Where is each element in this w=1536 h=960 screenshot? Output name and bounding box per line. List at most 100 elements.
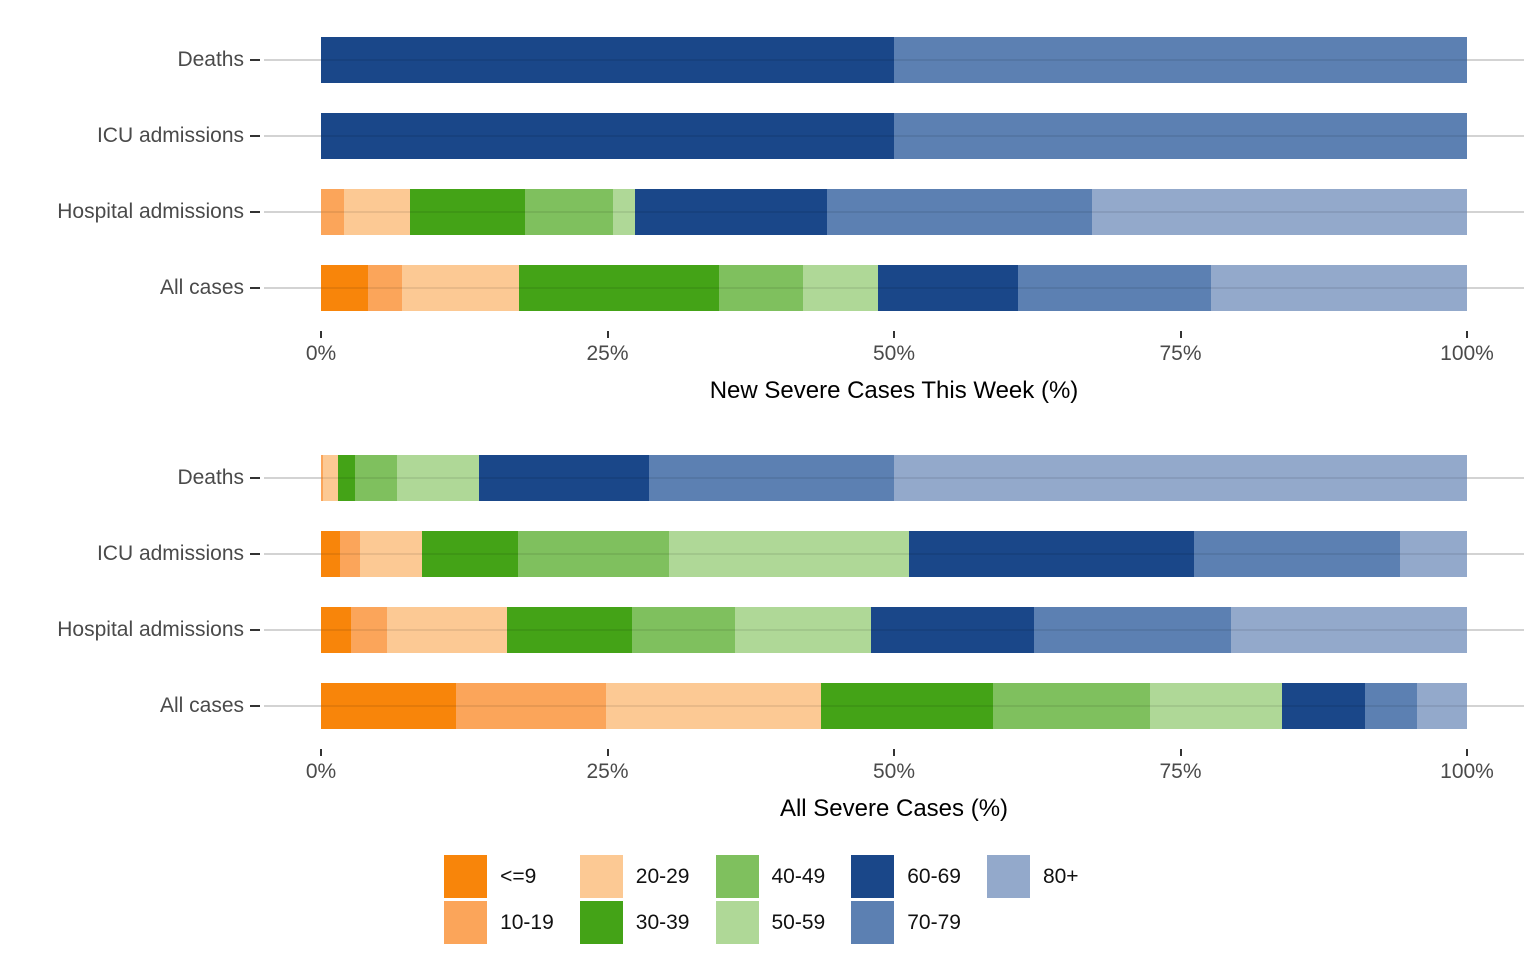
legend-swatch [579,901,623,944]
legend-item: 10-19 [444,901,554,944]
top-chart-x-axis: New Severe Cases This Week (%) 0% 25% 50% 7… [306,331,1494,411]
panel [264,98,1524,174]
y-axis-tick [250,135,260,137]
bar-segment-10-19 [367,265,403,311]
legend-item: 70-79 [851,901,961,944]
bar-segment-40-49 [524,189,614,235]
y-axis-label: All cases [159,276,244,300]
top-chart-x-axis-title: New Severe Cases This Week (%) [709,377,1079,404]
legend-swatch [986,855,1030,898]
bar-segment-30-39 [820,683,993,729]
bar-segment-50-59 [669,531,909,577]
y-axis-label: Hospital admissions [57,200,244,224]
legend-swatch [715,855,759,898]
bar-segment-70-79 [1364,683,1417,729]
x-axis-tick-label: 100% [1440,760,1494,783]
legend-label: 30-39 [635,910,690,934]
bar-segment-60-69 [871,607,1034,653]
stacked-bar [321,455,1467,501]
bar-segment-60-69 [479,455,649,501]
x-axis-tick [320,749,322,756]
stacked-bar [321,113,1467,159]
y-axis-tick [250,211,260,213]
bar-segment-20-29 [402,265,520,311]
legend-label: 20-29 [635,864,690,888]
bar-segment-70-79 [827,189,1093,235]
y-axis-tick [250,287,260,289]
bar-row: Deaths [0,22,1536,98]
y-axis-label: Deaths [177,48,244,72]
bar-segment-40-49 [631,607,735,653]
bar-segment-50-59 [803,265,878,311]
legend-item: 60-69 [851,855,961,898]
bar-segment-20-29 [343,189,411,235]
stacked-bar [321,683,1467,729]
bar-row: ICU admissions [0,516,1536,592]
legend-label: 10-19 [500,910,554,934]
legend-label: <=9 [500,864,537,888]
panel [264,174,1524,250]
bar-segment-40-49 [355,455,397,501]
bar-segment-70-79 [1033,607,1231,653]
bar-segment-40-49 [518,531,670,577]
bar-segment-40-49 [718,265,804,311]
x-axis-tick [1466,749,1468,756]
x-axis-tick-label: 0% [305,342,337,365]
stacked-bar [321,531,1467,577]
gridline-overlay [321,705,1467,707]
legend-item: 20-29 [579,855,690,898]
bar-segment-80+ [1400,531,1467,577]
bar-segment-50-59 [1149,683,1283,729]
top-chart-rows: Deaths ICU admissions Hospital admissions A… [0,0,1536,326]
legend-item: 50-59 [715,901,826,944]
y-axis-label: ICU admissions [96,542,244,566]
x-axis-tick [1179,749,1182,756]
bar-segment-30-39 [519,265,719,311]
legend-item: <=9 [444,855,554,898]
y-axis-tick [250,629,260,631]
y-axis-label: ICU admissions [96,124,244,148]
x-axis-tick [1179,331,1182,338]
stacked-bar [321,189,1467,235]
x-axis-tick [1466,331,1468,338]
x-axis-tick [606,749,609,756]
bar-segment-50-59 [396,455,480,501]
x-axis-tick [320,331,322,338]
bar-segment-70-79 [1194,531,1401,577]
bar-segment-10-19 [340,531,360,577]
bar-segment-60-69 [321,113,894,159]
legend-label: 70-79 [907,910,961,934]
legend-swatch [851,901,895,944]
legend-swatch [444,855,488,898]
bar-segment-30-39 [410,189,525,235]
gridline-overlay [321,629,1467,631]
gridline-overlay [321,211,1467,213]
bar-segment-60-69 [1282,683,1365,729]
x-axis-tick-label: 50% [872,760,916,783]
legend-label: 60-69 [907,864,961,888]
bar-row: Deaths [0,440,1536,516]
bar-segment-<=9 [321,683,457,729]
bar-segment-80+ [1211,265,1467,311]
bar-segment-20-29 [323,455,339,501]
legend-swatch [579,855,623,898]
legend-item: 40-49 [715,855,825,898]
legend-label: 50-59 [771,910,826,934]
bar-segment-10-19 [350,607,388,653]
bar-segment-40-49 [992,683,1150,729]
bar-segment-30-39 [506,607,632,653]
bar-segment-10-19 [321,455,324,501]
bar-segment-80+ [893,455,1467,501]
bar-segment-60-69 [321,37,894,83]
panel [264,668,1524,744]
stacked-bar [321,265,1467,311]
panel [264,440,1524,516]
x-axis-tick-label: 75% [1159,760,1202,783]
bar-segment-30-39 [421,531,519,577]
y-axis-tick [250,477,260,479]
y-axis-tick [250,553,260,555]
x-axis-tick-label: 50% [872,342,916,365]
bar-segment-80+ [1092,189,1467,235]
y-axis-tick [250,59,260,61]
bar-row: Hospital admissions [0,174,1536,250]
